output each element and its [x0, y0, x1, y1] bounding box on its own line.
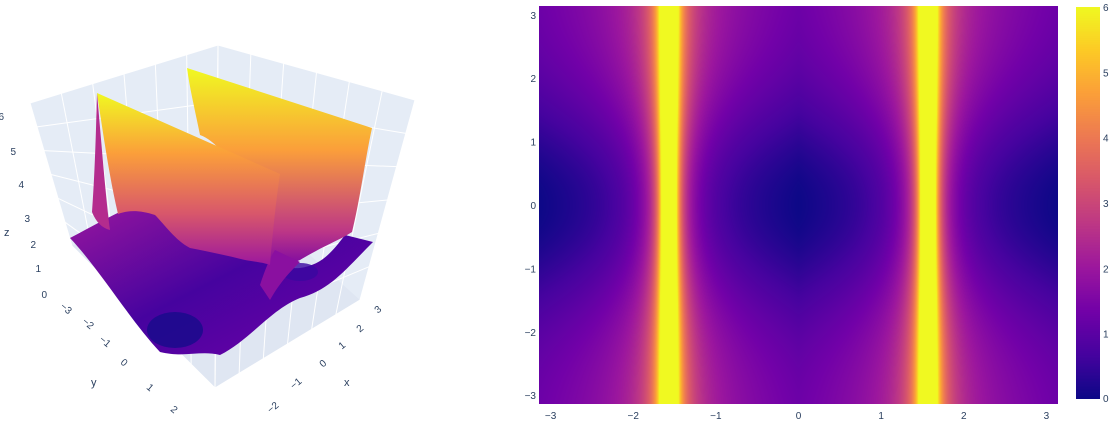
y-tick-label: 2	[168, 404, 180, 416]
z-tick-label: 3	[24, 214, 30, 225]
colorbar-tick: 1	[1103, 330, 1109, 341]
y-tick-label: −2	[80, 316, 96, 332]
x-tick-label: 1	[337, 340, 349, 352]
heatmap-x-tick: 2	[961, 411, 967, 422]
heatmap-x-tick: −3	[545, 411, 557, 422]
x-tick-label: −1	[288, 376, 304, 392]
x-tick-label: −2	[265, 400, 281, 416]
x-tick-label: 3	[373, 304, 385, 316]
heatmap-x-tick: 0	[796, 411, 802, 422]
z-tick-label: 0	[41, 290, 47, 301]
z-tick-label: 5	[10, 147, 16, 158]
z-tick-label: 1	[35, 264, 41, 275]
heatmap-y-tick: 1	[530, 138, 536, 149]
heatmap-y-tick: 0	[530, 201, 536, 212]
y-tick-label: 1	[144, 382, 156, 394]
heatmap-x-tick: 3	[1044, 411, 1050, 422]
heatmap-y-tick: −1	[525, 264, 537, 275]
colorbar-tick: 2	[1103, 264, 1109, 275]
z-axis-title: z	[4, 227, 10, 239]
heatmap-x-tick: −1	[710, 411, 722, 422]
colorbar-tick: 6	[1103, 3, 1109, 14]
x-axis-title: x	[344, 377, 350, 389]
x-tick-label: 2	[355, 323, 367, 335]
heatmap-x-tick: 1	[878, 411, 884, 422]
colorbar-tick: 3	[1103, 199, 1109, 210]
y-tick-label: 0	[118, 357, 130, 369]
x-tick-label: 0	[318, 358, 330, 370]
heatmap-y-tick: 2	[530, 74, 536, 85]
y-axis-title: y	[91, 377, 97, 389]
z-tick-label: 6	[0, 112, 4, 123]
heatmap-x-tick: −2	[628, 411, 640, 422]
colorbar	[1076, 7, 1100, 399]
surface-trough	[147, 312, 203, 348]
y-tick-label: −3	[58, 301, 74, 317]
y-tick-label: −1	[97, 334, 113, 350]
heatmap-y-tick: 3	[530, 11, 536, 22]
heatmap-canvas[interactable]	[539, 6, 1058, 404]
z-tick-label: 4	[18, 180, 24, 191]
colorbar-tick: 5	[1103, 68, 1109, 79]
colorbar-tick: 4	[1103, 134, 1109, 145]
z-tick-label: 2	[30, 240, 36, 251]
heatmap-y-tick: −3	[525, 391, 537, 402]
colorbar-tick: 0	[1103, 394, 1109, 405]
heatmap-y-tick: −2	[525, 328, 537, 339]
